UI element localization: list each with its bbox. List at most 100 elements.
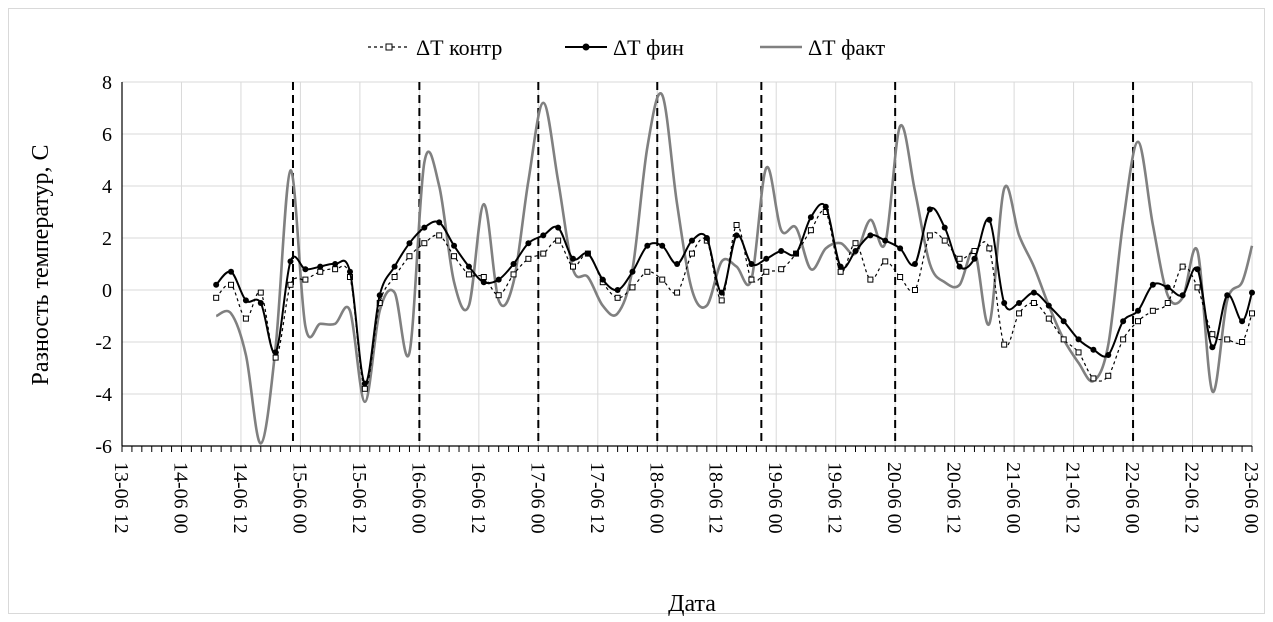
data-point: [1194, 284, 1201, 291]
data-point: [406, 253, 413, 260]
data-point: [525, 255, 532, 262]
y-tick-label: -2: [95, 332, 112, 354]
data-point: [644, 242, 651, 249]
data-point: [1120, 318, 1127, 325]
data-point: [1179, 263, 1186, 270]
data-point: [733, 232, 740, 239]
data-point: [317, 268, 324, 275]
x-tick-label: 17-06 00: [526, 462, 548, 534]
data-point: [1194, 266, 1201, 273]
data-point: [570, 255, 577, 262]
data-point: [1224, 292, 1231, 299]
data-point: [391, 274, 398, 280]
data-point: [1075, 336, 1082, 343]
data-point: [1105, 372, 1112, 379]
x-tick-label: 15-06 12: [348, 462, 370, 534]
legend-item: ΔТ фин: [565, 35, 684, 60]
data-point: [837, 263, 844, 270]
legend-marker: [582, 43, 590, 51]
data-point: [361, 380, 368, 387]
data-point: [510, 261, 517, 267]
data-point: [346, 268, 353, 275]
legend-marker: [385, 43, 393, 51]
x-tick-label: 22-06 12: [1181, 462, 1203, 534]
data-point: [1164, 300, 1171, 306]
data-point: [778, 266, 785, 273]
x-tick-label: 14-06 12: [229, 462, 251, 534]
data-point: [391, 263, 398, 270]
data-point: [302, 266, 309, 273]
data-point: [1030, 300, 1037, 306]
data-point: [1209, 331, 1216, 338]
data-point: [1249, 310, 1255, 317]
legend-label: ΔТ контр: [416, 35, 502, 60]
data-point: [1075, 349, 1082, 356]
data-point: [867, 232, 874, 239]
series-line: [215, 202, 1253, 385]
data-point: [659, 242, 666, 249]
period-separators: [291, 82, 1135, 446]
data-point: [421, 240, 428, 247]
data-point: [1090, 346, 1097, 353]
data-point: [317, 263, 324, 270]
data-point: [1060, 318, 1067, 325]
data-point: [688, 250, 695, 257]
data-point: [793, 250, 800, 257]
data-point: [926, 232, 933, 239]
data-point: [1016, 310, 1023, 317]
x-tick-label: 20-06 00: [883, 462, 905, 534]
data-point: [228, 281, 235, 288]
data-point: [302, 276, 309, 283]
data-point: [257, 289, 264, 296]
x-tick-label: 15-06 00: [288, 462, 310, 534]
data-point: [614, 287, 621, 293]
data-point: [465, 263, 472, 270]
data-point: [465, 271, 472, 278]
data-point: [1239, 318, 1246, 325]
data-point: [584, 250, 591, 257]
data-point: [674, 261, 681, 267]
data-point: [555, 237, 562, 244]
data-point: [614, 294, 621, 301]
data-point: [703, 235, 710, 241]
data-point: [1179, 292, 1186, 299]
data-point: [480, 279, 487, 286]
x-tick-label: 14-06 00: [169, 462, 191, 534]
data-point: [1224, 336, 1231, 343]
data-point: [629, 268, 636, 275]
data-point: [570, 263, 577, 270]
data-point: [748, 261, 755, 267]
data-point: [1135, 307, 1142, 314]
x-tick-label: 19-06 12: [824, 462, 846, 534]
legend-label: ΔТ факт: [808, 35, 886, 60]
data-point: [852, 240, 859, 247]
data-point: [495, 276, 502, 283]
data-point: [897, 245, 904, 252]
y-tick-label: 6: [102, 124, 112, 146]
data-point: [1120, 336, 1127, 343]
data-point: [213, 281, 220, 288]
data-point: [421, 224, 428, 231]
data-point: [495, 292, 502, 299]
data-point: [911, 287, 918, 293]
data-point: [941, 224, 948, 231]
x-tick-label: 16-06 12: [467, 462, 489, 534]
data-point: [718, 289, 725, 296]
data-point: [540, 250, 547, 257]
data-point: [1105, 352, 1112, 358]
data-point: [807, 214, 814, 221]
data-point: [986, 216, 993, 223]
data-point: [406, 240, 413, 247]
data-point: [228, 268, 235, 275]
data-point: [332, 266, 339, 273]
data-point: [1045, 315, 1052, 322]
data-point: [1249, 289, 1255, 296]
data-point: [376, 292, 383, 299]
data-point: [882, 237, 889, 244]
data-point: [748, 276, 755, 283]
data-point: [1001, 341, 1008, 348]
x-tick-label: 22-06 00: [1121, 462, 1143, 534]
data-point: [867, 276, 874, 283]
y-tick-label: 8: [102, 72, 112, 94]
